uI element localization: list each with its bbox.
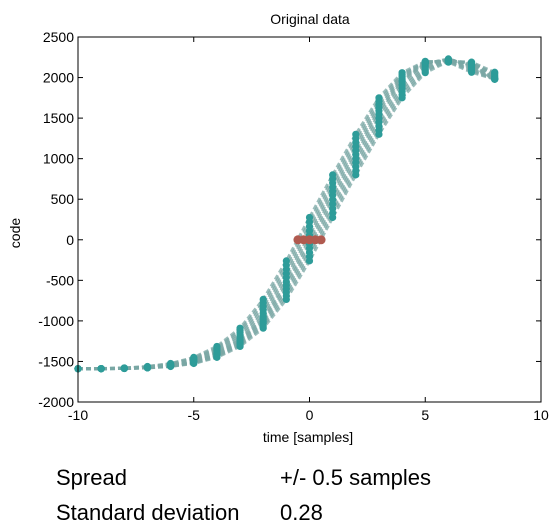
reference-points xyxy=(293,235,326,245)
y-tick-label: 1000 xyxy=(43,151,74,167)
y-tick-label: -500 xyxy=(46,272,74,288)
data-point xyxy=(375,94,383,102)
series-line xyxy=(78,58,496,371)
series-line xyxy=(77,59,496,371)
x-tick-label: 10 xyxy=(533,407,549,423)
std-label: Standard deviation xyxy=(56,500,240,525)
y-tick-label: 1500 xyxy=(43,110,74,126)
data-point xyxy=(143,362,152,371)
data-point xyxy=(190,353,198,361)
series-line xyxy=(77,59,496,371)
x-tick-label: -10 xyxy=(68,407,88,423)
x-axis-ticks: -10 -5 0 5 10 xyxy=(68,37,549,423)
series-line xyxy=(78,57,496,371)
data-point xyxy=(236,324,244,332)
x-tick-label: 5 xyxy=(421,407,429,423)
data-point xyxy=(491,75,499,83)
series-line xyxy=(78,59,496,371)
y-tick-label: 500 xyxy=(51,191,75,207)
data-point xyxy=(444,58,452,66)
data-point xyxy=(398,69,406,77)
y-tick-label: -1500 xyxy=(38,353,74,369)
scatter-curves xyxy=(77,57,496,371)
y-tick-label: -2000 xyxy=(38,394,74,410)
data-point xyxy=(167,359,175,368)
reference-point xyxy=(316,235,326,245)
x-tick-label: -5 xyxy=(188,407,201,423)
y-axis-label: code xyxy=(7,218,23,249)
y-tick-label: 0 xyxy=(66,232,74,248)
data-point xyxy=(305,213,314,222)
spread-label: Spread xyxy=(56,465,127,490)
data-point xyxy=(259,295,267,303)
series-line xyxy=(78,58,496,371)
data-point xyxy=(329,171,337,179)
y-tick-label: -1000 xyxy=(38,313,74,329)
y-axis-ticks: -2000 -1500 -1000 -500 0 500 1000 1500 2000 2500 xyxy=(38,29,541,410)
spread-value: +/- 0.5 samples xyxy=(280,465,432,490)
data-point xyxy=(120,364,128,372)
x-axis-label: time [samples] xyxy=(263,429,353,445)
x-tick-label: 0 xyxy=(306,407,314,423)
scatter-points xyxy=(74,55,499,373)
y-tick-label: 2000 xyxy=(43,70,74,86)
y-tick-label: 2500 xyxy=(43,29,74,45)
data-point xyxy=(213,342,221,351)
data-point xyxy=(282,257,290,265)
data-point xyxy=(467,68,476,76)
series-line xyxy=(78,58,496,371)
data-point xyxy=(421,57,429,65)
series-line xyxy=(78,57,496,371)
data-point xyxy=(97,364,105,373)
series-line xyxy=(78,57,496,371)
std-value: 0.28 xyxy=(280,500,323,525)
chart-title: Original data xyxy=(270,11,350,27)
data-point xyxy=(352,130,360,138)
series-line xyxy=(77,59,496,371)
series-line xyxy=(78,59,496,371)
